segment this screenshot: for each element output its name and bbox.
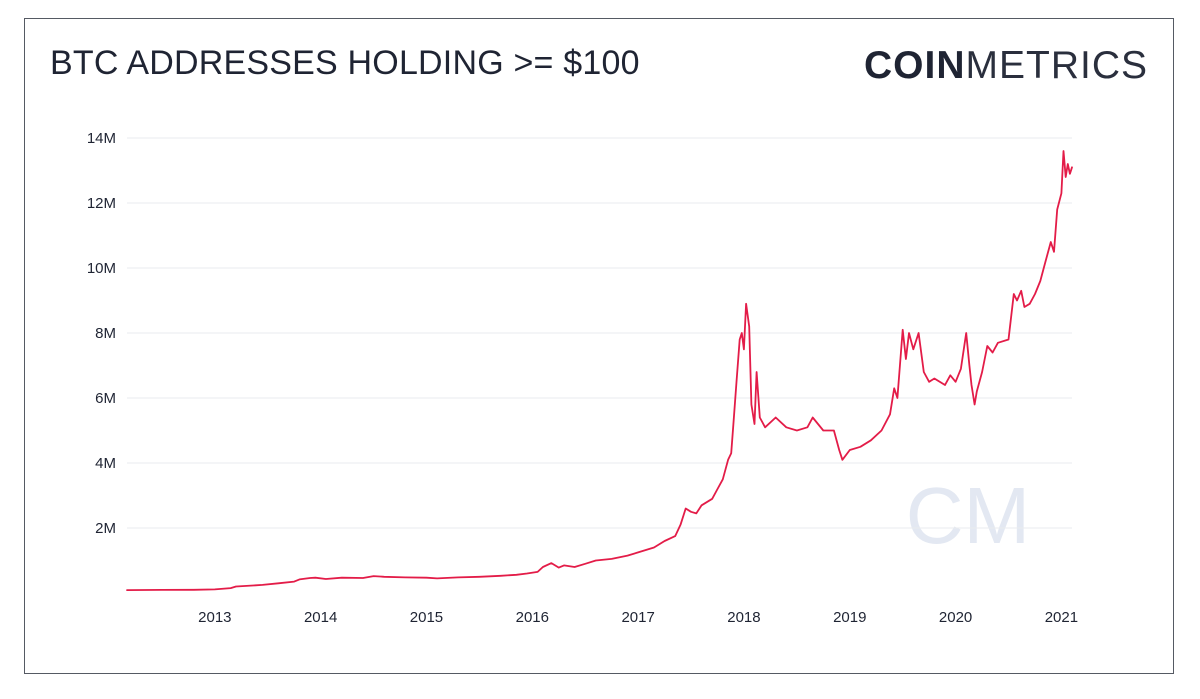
chart-frame bbox=[24, 18, 1174, 674]
chart-title: BTC ADDRESSES HOLDING >= $100 bbox=[50, 44, 640, 82]
y-tick-label: 2M bbox=[95, 520, 116, 537]
y-tick-label: 6M bbox=[95, 390, 116, 407]
x-tick-label: 2018 bbox=[727, 609, 760, 626]
x-tick-label: 2021 bbox=[1045, 609, 1078, 626]
x-axis-ticks: 2013 2014 2015 2016 2017 2018 2019 2020 2021 bbox=[198, 609, 1078, 626]
x-tick-label: 2013 bbox=[198, 609, 231, 626]
series-line bbox=[126, 150, 1073, 591]
y-tick-label: 10M bbox=[87, 260, 116, 277]
x-tick-label: 2014 bbox=[304, 609, 337, 626]
grid-lines bbox=[127, 137, 1072, 529]
series-layer bbox=[126, 150, 1073, 591]
brand-logo: COINMETRICS bbox=[864, 44, 1148, 88]
x-tick-label: 2020 bbox=[939, 609, 972, 626]
x-tick-label: 2015 bbox=[410, 609, 443, 626]
y-axis-ticks: 2M 4M 6M 8M 10M 12M 14M bbox=[87, 130, 116, 537]
x-tick-label: 2019 bbox=[833, 609, 866, 626]
brand-logo-bold: COIN bbox=[864, 44, 966, 87]
x-tick-label: 2016 bbox=[516, 609, 549, 626]
x-tick-label: 2017 bbox=[621, 609, 654, 626]
watermark-logo: CM bbox=[906, 471, 1030, 560]
y-tick-label: 14M bbox=[87, 130, 116, 147]
y-tick-label: 12M bbox=[87, 195, 116, 212]
y-tick-label: 4M bbox=[95, 455, 116, 472]
brand-logo-light: METRICS bbox=[965, 44, 1148, 87]
y-tick-label: 8M bbox=[95, 325, 116, 342]
